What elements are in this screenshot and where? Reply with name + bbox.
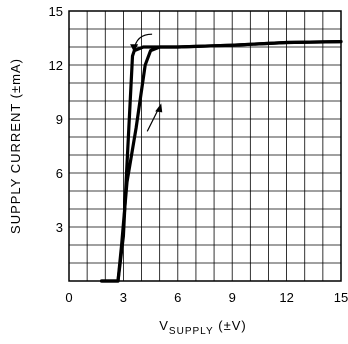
x-axis-label-sub: SUPPLY (169, 326, 214, 337)
arrow-annotations (130, 33, 163, 132)
y-tick-labels: 3 6 9 12 15 (49, 4, 63, 235)
y-axis-label: SUPPLY CURRENT (±mA) (8, 58, 23, 234)
plot-frame (68, 10, 342, 282)
x-tick-label: 3 (120, 290, 127, 305)
x-axis-label-main: V (159, 318, 169, 333)
y-tick-label: 3 (56, 220, 63, 235)
x-axis-label-unit: (±V) (214, 318, 247, 333)
x-tick-label: 6 (174, 290, 181, 305)
x-axis-label: VSUPPLY (±V) (159, 318, 246, 337)
series-line-increasing (100, 40, 343, 283)
y-tick-label: 15 (49, 4, 63, 19)
x-tick-label: 0 (65, 290, 72, 305)
arrow-down-head (130, 44, 139, 53)
y-tick-label: 12 (49, 58, 63, 73)
x-tick-label: 9 (229, 290, 236, 305)
x-tick-label: 15 (334, 290, 348, 305)
y-tick-label: 9 (56, 112, 63, 127)
arrow-up-head (155, 103, 163, 113)
arrow-up-line (146, 109, 159, 132)
grid (69, 11, 341, 281)
y-tick-label: 6 (56, 166, 63, 181)
x-tick-labels: 0 3 6 9 12 15 (65, 290, 348, 305)
series-lines (100, 40, 343, 283)
x-tick-label: 12 (279, 290, 293, 305)
